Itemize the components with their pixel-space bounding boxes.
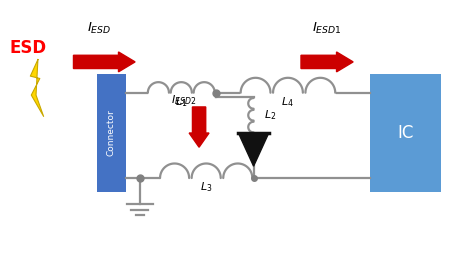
Text: $I_{ESD}$: $I_{ESD}$ bbox=[87, 21, 112, 36]
FancyBboxPatch shape bbox=[370, 74, 441, 192]
Text: $I_{ESD2}$: $I_{ESD2}$ bbox=[172, 93, 197, 107]
FancyArrow shape bbox=[301, 52, 353, 72]
Text: Connector: Connector bbox=[107, 110, 116, 156]
Text: $L_1$: $L_1$ bbox=[175, 95, 187, 109]
FancyBboxPatch shape bbox=[97, 74, 126, 192]
FancyArrow shape bbox=[73, 52, 135, 72]
FancyArrow shape bbox=[189, 107, 209, 147]
Text: ESD: ESD bbox=[9, 39, 46, 57]
Polygon shape bbox=[238, 133, 269, 166]
Text: $L_3$: $L_3$ bbox=[200, 180, 212, 194]
Text: $L_4$: $L_4$ bbox=[282, 95, 294, 109]
Text: $I_{ESD1}$: $I_{ESD1}$ bbox=[312, 21, 342, 36]
Text: $L_2$: $L_2$ bbox=[264, 108, 276, 122]
Text: IC: IC bbox=[397, 124, 413, 142]
Polygon shape bbox=[30, 60, 44, 117]
